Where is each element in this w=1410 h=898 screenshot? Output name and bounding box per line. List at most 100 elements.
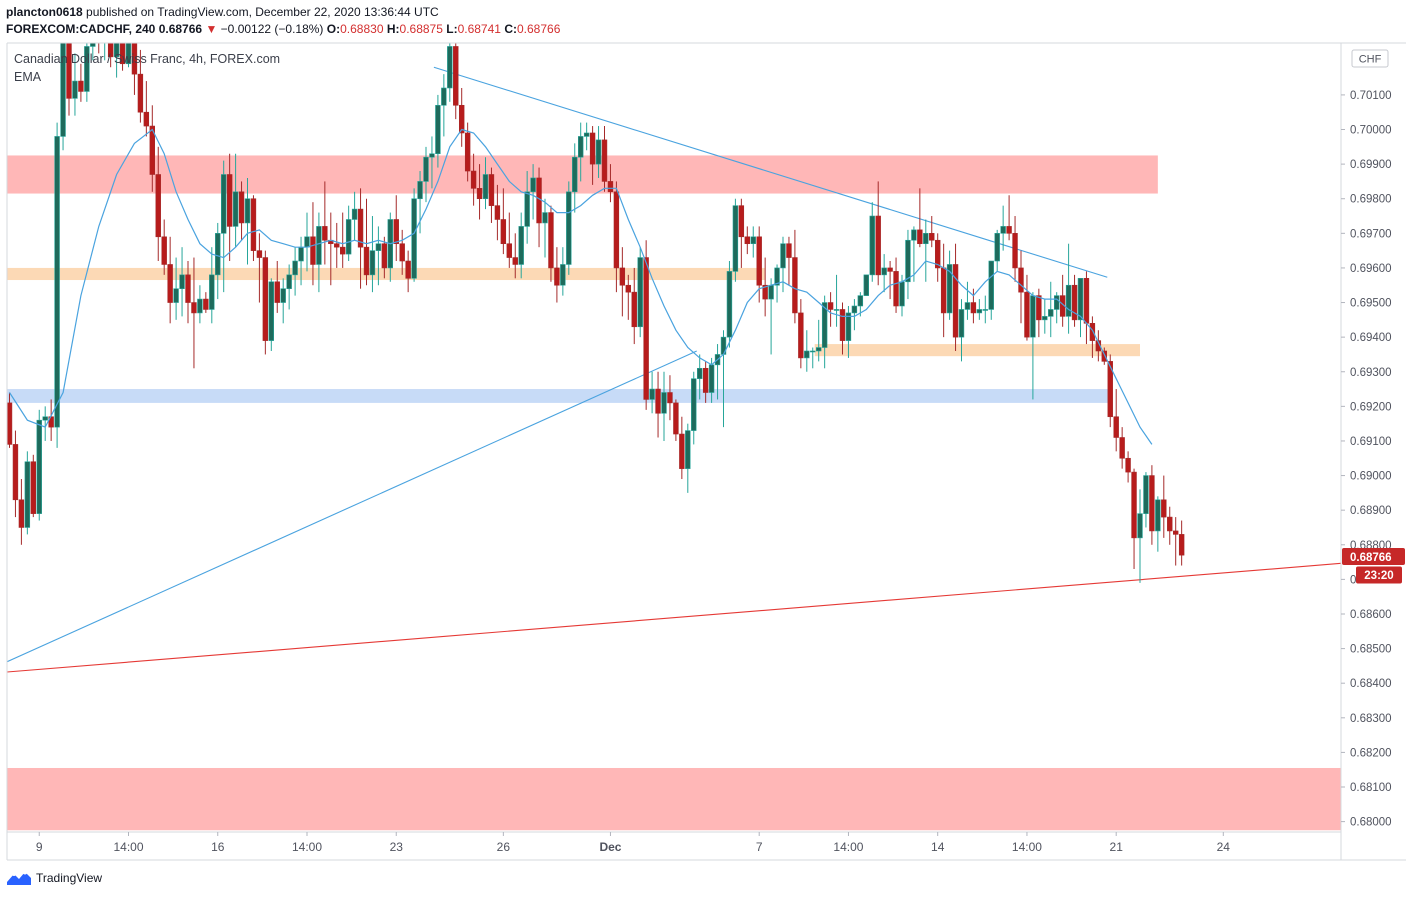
candle [923,219,929,282]
candle [262,250,269,355]
trendline-red-2 [7,562,1341,673]
ohlc-header: FOREXCOM:CADCHF, 240 0.68766 ▼ −0.00122 … [6,22,560,36]
candle [292,247,298,296]
candle [250,195,257,262]
candle [667,375,673,421]
ema-line [8,128,1153,445]
candle [185,261,191,324]
publisher-name[interactable]: plancton0618 [6,5,83,19]
candle [36,409,42,521]
candle [119,43,126,71]
candle [1036,288,1042,338]
candle [1048,281,1054,338]
zone-blue-3 [7,389,1111,403]
close-label: C: [504,22,517,36]
candle [334,222,340,268]
candle [1018,250,1024,324]
x-tick-label: 21 [1110,840,1124,854]
candle [149,105,155,192]
x-tick-label: 14:00 [833,840,863,854]
candle [274,261,280,313]
candle [1137,489,1143,583]
candle [554,247,560,303]
low-label: L: [446,22,458,36]
candle [381,236,388,279]
candle [679,416,685,480]
y-tick-label: 0.68600 [1350,609,1392,621]
x-tick-label: 7 [756,840,763,854]
candle [685,423,691,493]
x-tick-label: 24 [1217,840,1231,854]
candle [1143,472,1149,528]
candle [173,257,179,320]
candle [417,171,423,234]
candle [54,122,60,448]
x-tick-label: 14:00 [113,840,143,854]
candle [952,243,959,351]
candle [1089,316,1096,358]
candle [726,261,733,348]
candle [744,226,751,255]
candle [476,164,483,220]
candle [1101,347,1108,365]
candle [209,247,215,324]
y-tick-label: 0.69100 [1350,436,1392,448]
high-value: 0.68875 [399,22,443,36]
candle [12,430,19,518]
x-tick-label: 9 [36,840,43,854]
candle [280,278,286,324]
candle [583,122,590,151]
candle [1065,243,1072,334]
chart-legend-title: Canadian Dollar / Swiss Franc, 4h, FOREX… [14,52,281,66]
candle [131,43,138,95]
candle [887,261,893,300]
candle [613,181,620,293]
y-tick-label: 0.69400 [1350,332,1392,344]
candle [804,330,810,372]
candle [161,219,167,275]
candle [137,49,144,123]
chart-legend-indicator[interactable]: EMA [14,70,42,84]
candle [810,347,816,369]
candle [786,236,792,286]
candle [827,292,834,327]
candle [815,319,822,362]
candle [1024,274,1030,341]
candle [90,43,96,61]
candle [756,226,762,303]
change-value: −0.00122 (−0.18%) [220,22,324,36]
candle [393,195,399,262]
candle [1149,465,1155,545]
candle [143,81,150,137]
tradingview-footer[interactable]: TradingView [6,870,102,886]
y-tick-label: 0.69700 [1350,228,1392,240]
candle [441,74,447,137]
candle [423,146,429,203]
candle [268,278,274,351]
candle [691,371,697,445]
y-tick-label: 0.69900 [1350,159,1392,171]
candle [1012,216,1018,282]
candle [125,43,132,68]
candle [78,63,84,102]
candle [256,233,263,303]
candle [1054,292,1060,324]
candle [1161,475,1167,538]
y-tick-label: 0.68300 [1350,713,1392,725]
zones-layer [7,155,1341,831]
candle [98,43,100,54]
svg-text:23:20: 23:20 [1364,570,1393,582]
candle [839,302,846,355]
y-tick-label: 0.68900 [1350,505,1392,517]
svg-text:0.68766: 0.68766 [1350,552,1392,564]
y-tick-label: 0.68000 [1350,817,1392,829]
candle [768,278,774,355]
candle [1083,271,1090,345]
candle [732,198,739,282]
tradingview-logo-icon [7,870,31,885]
candle [518,212,524,279]
candle [637,247,643,338]
candle [595,126,602,178]
candle [572,143,578,213]
